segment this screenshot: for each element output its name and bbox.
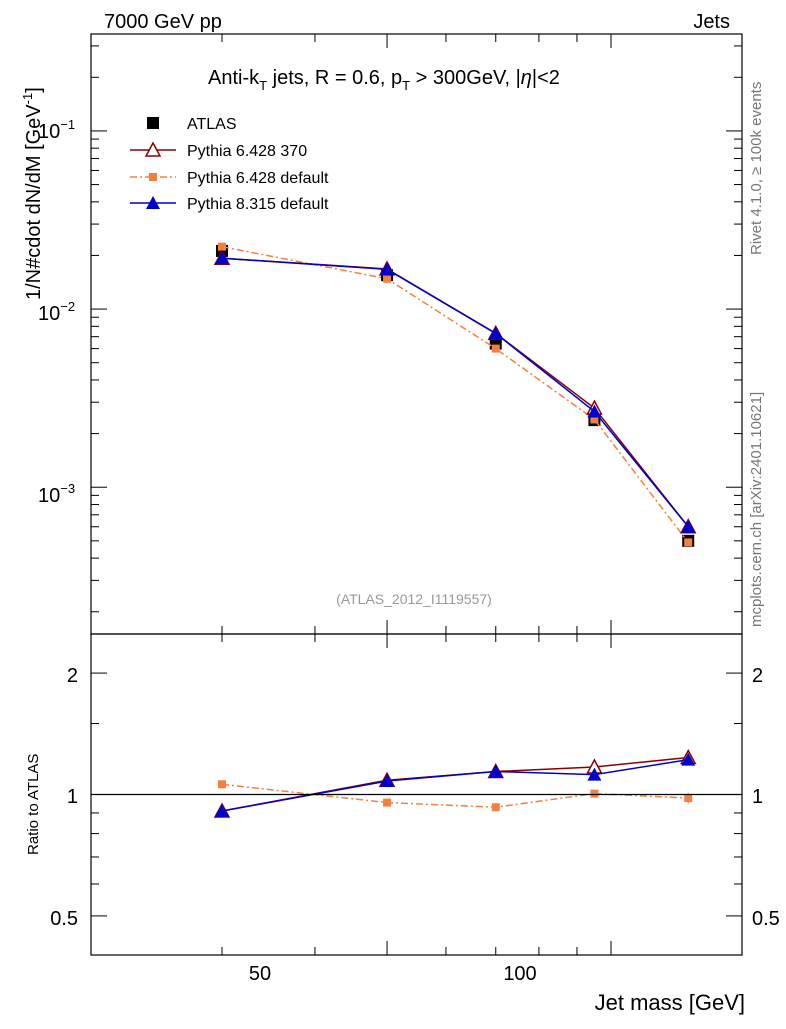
legend-marker-pythia6-370 bbox=[144, 141, 162, 157]
legend-marker-pythia8-default bbox=[146, 196, 160, 209]
xlabel: Jet mass [GeV] bbox=[595, 990, 745, 1015]
main-point-pythia-8-315-default bbox=[380, 262, 395, 276]
legend: ATLAS Pythia 6.428 370 Pythia 6.428 defa… bbox=[130, 116, 329, 213]
ratio-ytick-2-right: 2 bbox=[752, 665, 763, 687]
main-data-series bbox=[213, 242, 697, 547]
ratio-ylabel: Ratio to ATLAS bbox=[25, 754, 42, 855]
ytick-label-0.001: 10−3 bbox=[38, 481, 75, 507]
ratio-ytick-0.5-left: 0.5 bbox=[50, 908, 78, 930]
main-line-pythia-6-428-default bbox=[221, 245, 689, 543]
main-point-pythia-8-315-default bbox=[488, 326, 503, 340]
main-point-pythia-6-428-default bbox=[491, 344, 500, 353]
legend-label-atlas: ATLAS bbox=[187, 116, 237, 133]
legend-marker-pythia6-default bbox=[149, 173, 157, 181]
main-point-pythia-6-428-default bbox=[383, 274, 392, 283]
ratio-ytick-0.5-right: 0.5 bbox=[752, 908, 780, 930]
ytick-label-0.01: 10−2 bbox=[38, 299, 75, 325]
main-point-pythia-6-428-default bbox=[684, 538, 693, 547]
ratio-ytick-2-left: 2 bbox=[67, 665, 78, 687]
analysis-watermark: (ATLAS_2012_I1119557) bbox=[336, 591, 492, 607]
main-title: Anti-kT jets, R = 0.6, pT > 300GeV, |η|<… bbox=[208, 67, 560, 93]
xtick-label-100: 100 bbox=[503, 963, 536, 985]
ratio-point-pythia-8-315-default bbox=[488, 764, 503, 778]
ratio-point-pythia-6-428-default bbox=[383, 798, 392, 807]
ratio-point-pythia-6-428-default bbox=[218, 780, 227, 789]
ratio-ytick-1-left: 1 bbox=[67, 786, 78, 808]
main-point-pythia-6-428-default bbox=[218, 242, 227, 251]
legend-label-pythia6-default: Pythia 6.428 default bbox=[187, 170, 329, 187]
main-line-pythia-8-315-default bbox=[221, 257, 689, 528]
main-ylabel: 1/N#cdot dN/dM [GeV-1] bbox=[20, 87, 45, 300]
ratio-point-pythia-8-315-default bbox=[215, 804, 230, 818]
legend-label-pythia8-default: Pythia 8.315 default bbox=[187, 196, 329, 213]
ratio-ytick-1-right: 1 bbox=[752, 786, 763, 808]
ratio-point-pythia-8-315-default bbox=[587, 767, 602, 781]
main-line-pythia-6-428-370 bbox=[221, 257, 689, 528]
main-point-pythia-8-315-default bbox=[215, 251, 230, 265]
legend-label-pythia6-370: Pythia 6.428 370 bbox=[187, 143, 307, 160]
ratio-point-pythia-6-428-default bbox=[491, 803, 500, 812]
main-point-pythia-8-315-default bbox=[587, 404, 602, 418]
main-point-pythia-6-428-default bbox=[590, 415, 599, 424]
main-axis-ticks bbox=[90, 34, 742, 634]
header-right: Jets bbox=[693, 11, 730, 33]
ratio-point-pythia-6-428-default bbox=[590, 789, 599, 798]
ratio-line-pythia-6-428-370 bbox=[221, 756, 689, 812]
ytick-label-0.1: 10−1 bbox=[38, 117, 75, 143]
main-point-pythia-8-315-default bbox=[681, 519, 696, 533]
mcplots-label: mcplots.cern.ch [arXiv:2401.10621] bbox=[748, 392, 765, 627]
ratio-line-pythia-8-315-default bbox=[221, 758, 689, 812]
ratio-data-series bbox=[213, 748, 697, 818]
header-left: 7000 GeV pp bbox=[104, 11, 222, 33]
xtick-label-50: 50 bbox=[249, 963, 271, 985]
legend-marker-atlas bbox=[147, 117, 159, 129]
rivet-label: Rivet 4.1.0, ≥ 100k events bbox=[748, 82, 765, 255]
ratio-point-pythia-8-315-default bbox=[380, 774, 395, 788]
ratio-line-pythia-6-428-default bbox=[221, 783, 689, 808]
